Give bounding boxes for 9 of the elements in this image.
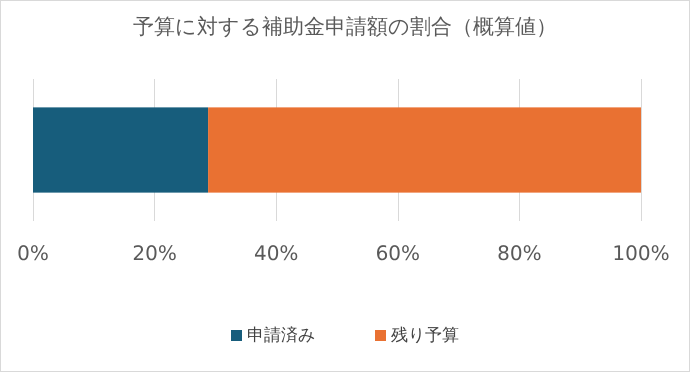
legend-label: 残り予算 — [391, 326, 459, 346]
x-tick-label: 20% — [132, 241, 177, 265]
x-tick-label: 60% — [376, 241, 420, 265]
x-tick-label: 80% — [497, 241, 542, 265]
legend-label: 申請済み — [247, 326, 315, 346]
x-tick-label: 100% — [612, 241, 670, 265]
x-tick-label: 0% — [17, 241, 49, 265]
x-tick-label: 40% — [254, 241, 298, 265]
chart-title: 予算に対する補助金申請額の割合（概算値） — [133, 14, 557, 38]
